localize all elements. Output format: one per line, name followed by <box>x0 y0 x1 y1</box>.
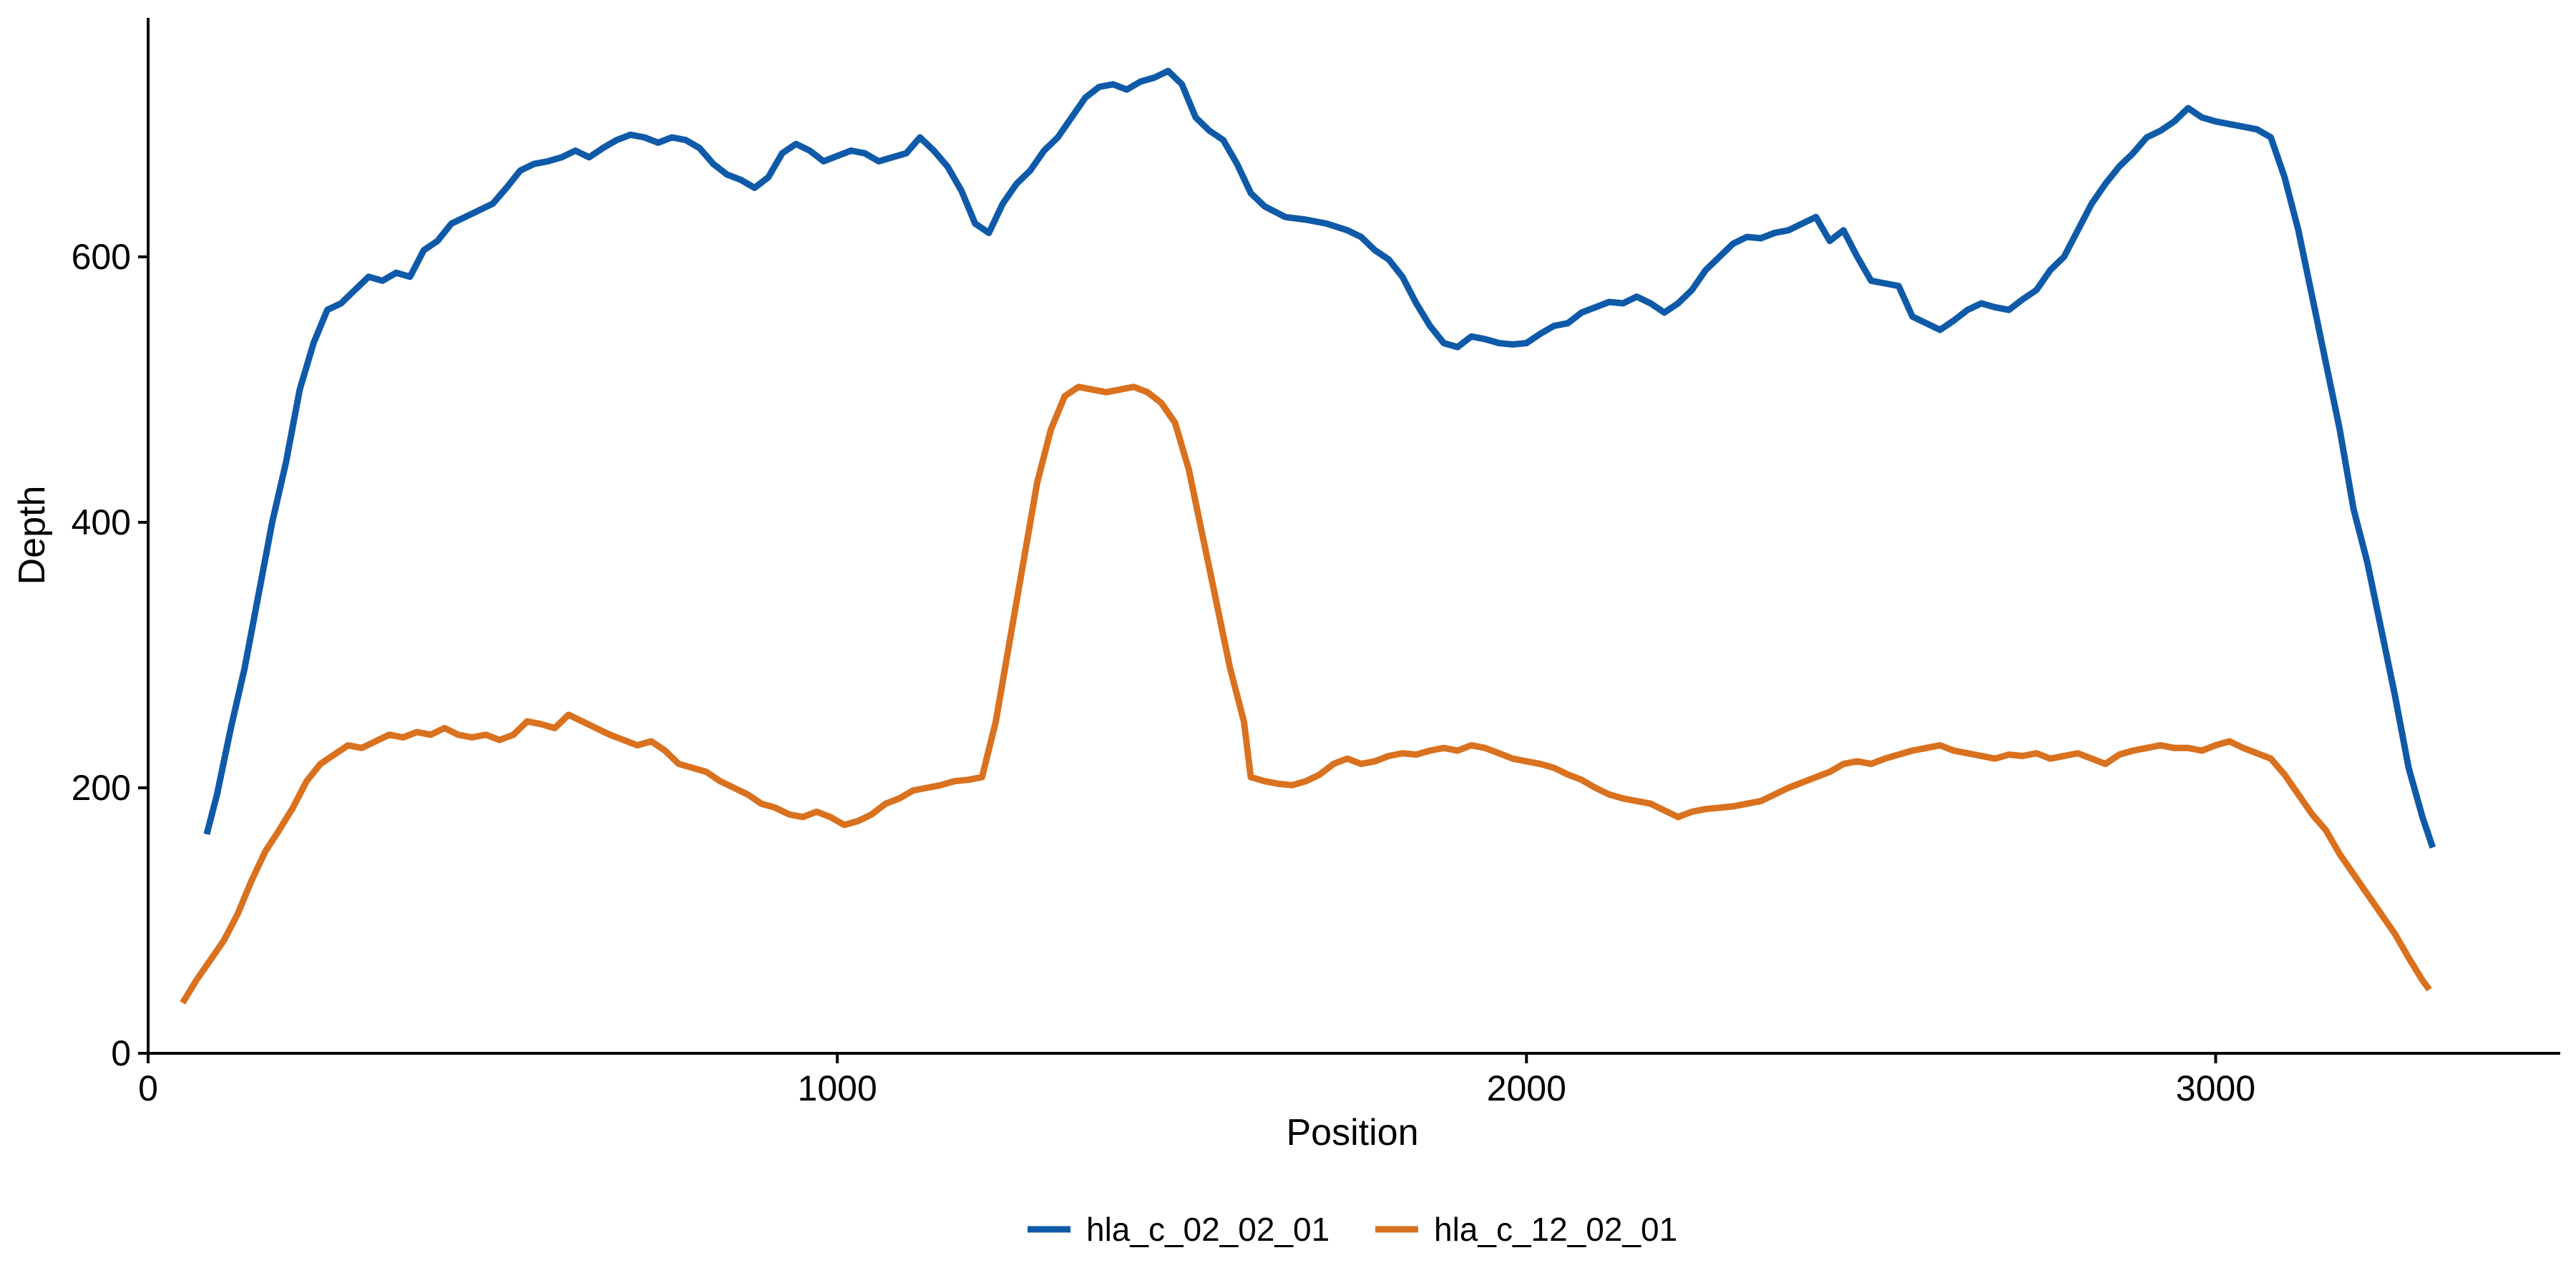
y-tick-label: 600 <box>72 237 131 277</box>
x-tick-label: 3000 <box>2176 1068 2255 1108</box>
series-line-hla-c-12-02-01 <box>180 384 2432 1005</box>
x-tick-label: 2000 <box>1487 1068 1566 1108</box>
y-axis-ticks: 0 200 400 600 <box>72 237 148 1073</box>
y-axis-title: Depth <box>11 486 53 585</box>
series-line-hla-c-02-02-01 <box>203 67 2436 849</box>
y-tick-label: 0 <box>111 1033 131 1073</box>
legend: hla_c_02_02_01 hla_c_12_02_01 <box>1028 1211 1677 1248</box>
x-tick-label: 1000 <box>798 1068 877 1108</box>
y-tick-label: 200 <box>72 768 131 808</box>
y-tick-label: 400 <box>72 502 131 542</box>
legend-label-hla-c-02-02-01: hla_c_02_02_01 <box>1086 1211 1330 1248</box>
x-axis-ticks: 0 1000 2000 3000 <box>138 1053 2255 1108</box>
x-tick-label: 0 <box>138 1068 158 1108</box>
x-axis-title: Position <box>1287 1112 1419 1153</box>
legend-label-hla-c-12-02-01: hla_c_12_02_01 <box>1434 1211 1677 1248</box>
plot-lines <box>180 67 2436 1005</box>
